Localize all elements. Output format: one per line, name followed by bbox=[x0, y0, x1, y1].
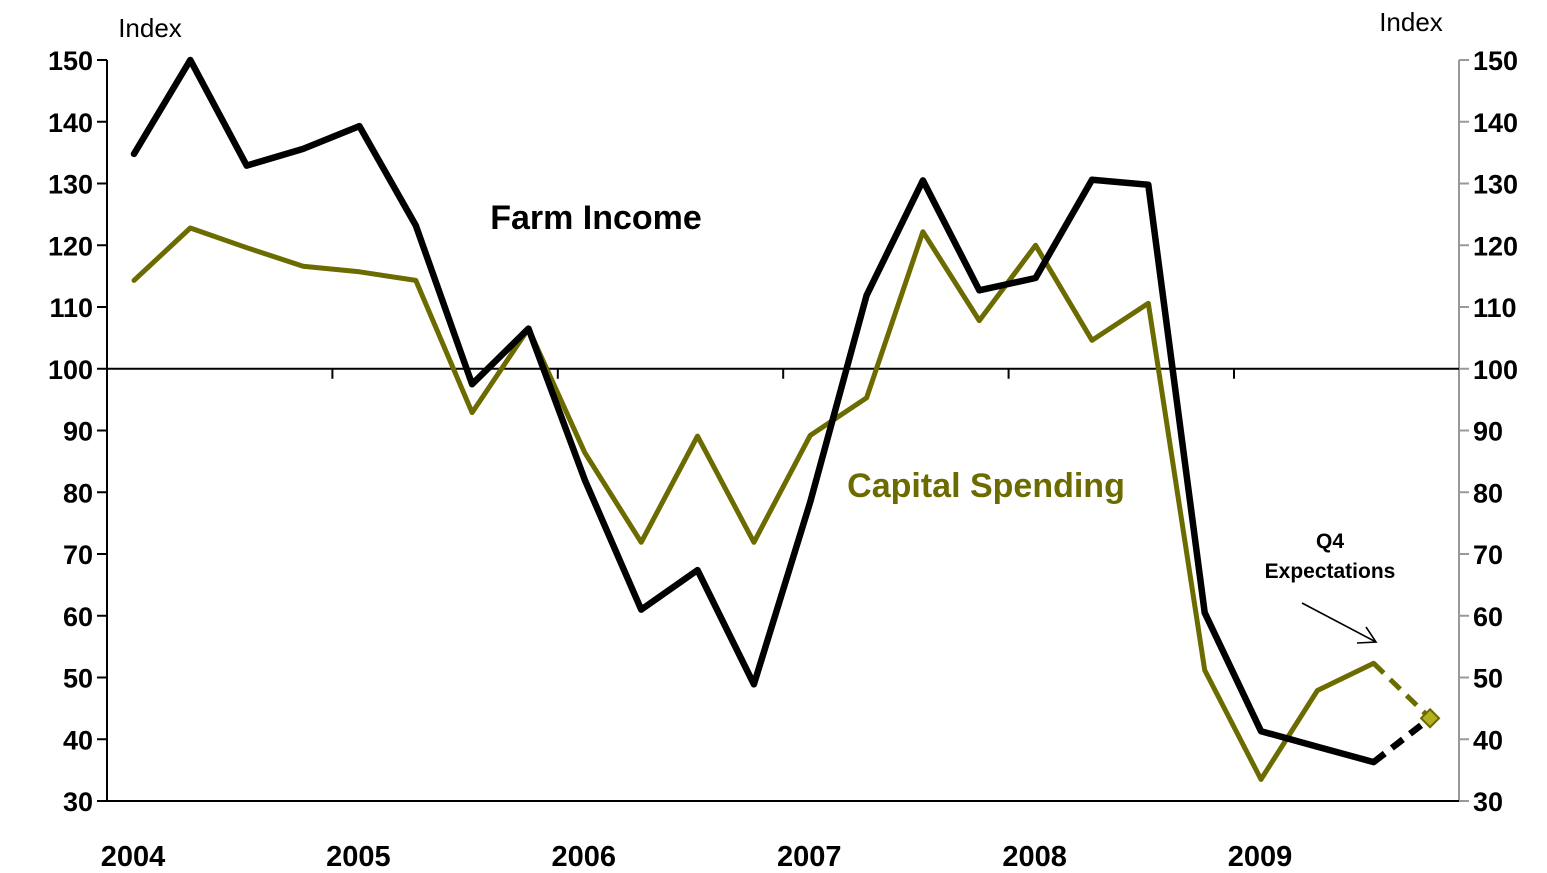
x-tick-label: 2006 bbox=[552, 841, 617, 873]
series-label-capital-spending: Capital Spending bbox=[847, 467, 1125, 505]
left-tick-label: 100 bbox=[48, 355, 93, 385]
right-tick-label: 50 bbox=[1473, 664, 1503, 694]
left-tick-label: 60 bbox=[63, 602, 93, 632]
annotation-arrow bbox=[1301, 602, 1378, 644]
right-tick-label: 90 bbox=[1473, 417, 1503, 447]
x-tick-label: 2008 bbox=[1002, 841, 1067, 873]
x-tick-label: 2009 bbox=[1228, 841, 1293, 873]
left-tick-label: 120 bbox=[48, 231, 93, 261]
left-tick-label: 30 bbox=[63, 787, 93, 817]
left-tick-label: 40 bbox=[63, 725, 93, 755]
series-expectation-capital-spending bbox=[1371, 661, 1432, 721]
axes-layer bbox=[106, 60, 1460, 802]
left-tick-label: 80 bbox=[63, 478, 93, 508]
right-tick-label: 80 bbox=[1473, 478, 1503, 508]
left-axis-ticks: 30 40 50 60 70 80 90 100 110 120 130 140 150 bbox=[48, 46, 107, 817]
left-tick-label: 140 bbox=[48, 108, 93, 138]
right-tick-label: 60 bbox=[1473, 602, 1503, 632]
left-tick-label: 50 bbox=[63, 664, 93, 694]
right-tick-label: 110 bbox=[1473, 293, 1517, 323]
series-expectation-farm-income bbox=[1371, 715, 1433, 765]
x-tick-label: 2005 bbox=[326, 841, 391, 873]
right-tick-label: 40 bbox=[1473, 725, 1503, 755]
left-tick-label: 90 bbox=[63, 417, 93, 447]
x-axis-ticks: 2004 2005 2006 2007 2008 2009 bbox=[101, 368, 1293, 873]
right-tick-label: 140 bbox=[1473, 108, 1518, 138]
right-tick-label: 70 bbox=[1473, 540, 1503, 570]
series-layer bbox=[130, 56, 1441, 782]
left-tick-label: 110 bbox=[49, 293, 93, 323]
right-tick-label: 100 bbox=[1473, 355, 1518, 385]
right-tick-label: 30 bbox=[1473, 787, 1503, 817]
annotation-expectations: Expectations bbox=[1265, 560, 1396, 583]
left-tick-label: 130 bbox=[48, 170, 93, 200]
series-line-farm-income bbox=[130, 56, 1377, 766]
x-tick-label: 2004 bbox=[101, 841, 166, 873]
left-axis-unit: Index bbox=[118, 13, 182, 43]
right-axis-ticks: 30 40 50 60 70 80 90 100 110 120 130 140 150 bbox=[1459, 46, 1518, 817]
left-tick-label: 150 bbox=[48, 46, 93, 76]
right-tick-label: 120 bbox=[1473, 231, 1518, 261]
right-tick-label: 150 bbox=[1473, 46, 1518, 76]
right-tick-label: 130 bbox=[1473, 170, 1518, 200]
left-tick-label: 70 bbox=[63, 540, 93, 570]
right-axis-unit: Index bbox=[1379, 7, 1443, 37]
x-tick-label: 2007 bbox=[777, 841, 842, 873]
expectation-marker bbox=[1419, 707, 1441, 729]
series-line-capital-spending bbox=[131, 225, 1377, 782]
annotation-q4: Q4 bbox=[1316, 530, 1344, 553]
series-label-farm-income: Farm Income bbox=[490, 199, 702, 237]
